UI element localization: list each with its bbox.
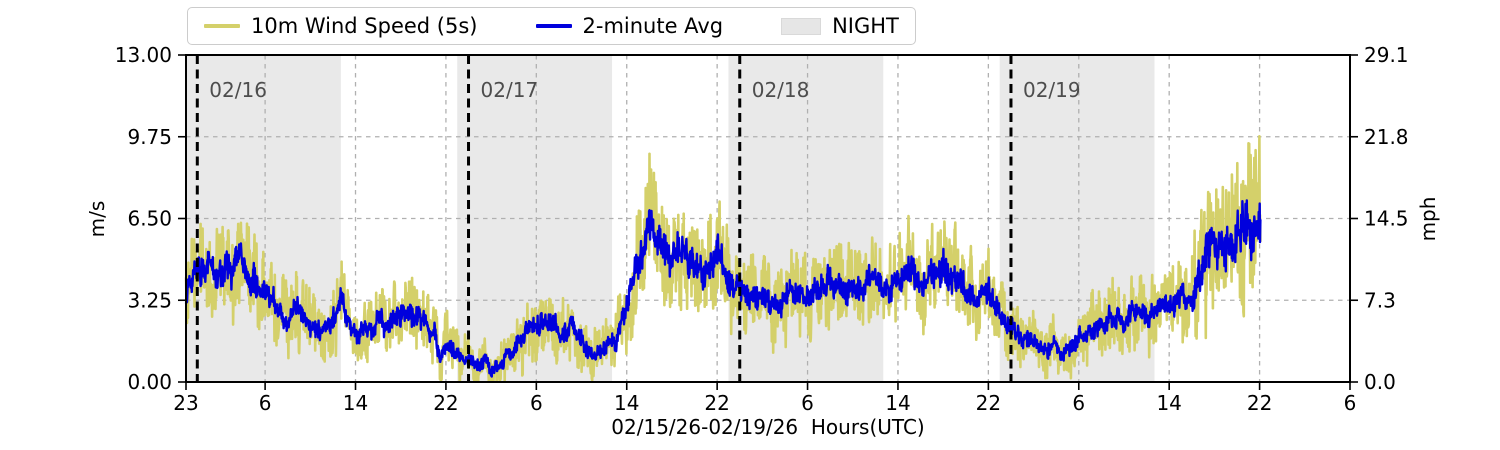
x-tick-label: 14 <box>885 391 910 415</box>
left-y-tick-label: 3.25 <box>127 288 172 312</box>
tick-labels-group: 23 6 14 22 6 14 22 6 14 22 6 14 22 6 0.00 0.0 3.25 7.3 6.5… <box>115 43 1409 415</box>
x-tick-label: 22 <box>1247 391 1272 415</box>
x-tick-label: 22 <box>704 391 729 415</box>
chart-legend: 10m Wind Speed (5s) 2-minute Avg NIGHT <box>187 7 916 45</box>
legend-label-raw: 10m Wind Speed (5s) <box>251 14 478 38</box>
x-tick-label: 6 <box>1072 391 1085 415</box>
x-tick-label: 14 <box>1156 391 1181 415</box>
night-patch-swatch <box>781 17 822 35</box>
x-tick-label: 6 <box>530 391 543 415</box>
legend-item-night: NIGHT <box>781 14 899 38</box>
day-boundary-label: 02/17 <box>481 78 539 102</box>
x-tick-label: 6 <box>1344 391 1357 415</box>
right-y-tick-label: 29.1 <box>1364 43 1409 67</box>
legend-item-avg: 2-minute Avg <box>535 14 724 38</box>
left-y-tick-label: 13.00 <box>115 43 172 67</box>
x-tick-label: 22 <box>976 391 1001 415</box>
avg-series-line-swatch <box>535 24 572 28</box>
y-axis-label-left: m/s <box>85 200 109 238</box>
left-y-tick-label: 9.75 <box>127 125 172 149</box>
night-region <box>728 55 884 382</box>
left-y-tick-label: 0.00 <box>127 370 172 394</box>
right-y-tick-label: 7.3 <box>1364 288 1396 312</box>
raw-wind-speed-line <box>184 135 1262 383</box>
day-boundary-group: 02/16 02/17 02/18 02/19 <box>195 55 1081 382</box>
x-tick-label: 14 <box>614 391 639 415</box>
raw-series-line-swatch <box>204 24 240 28</box>
y-axis-label-right: mph <box>1416 196 1440 242</box>
right-y-tick-label: 0.0 <box>1364 370 1396 394</box>
avg-wind-speed-line <box>184 199 1262 378</box>
series-group <box>184 135 1262 383</box>
x-tick-label: 6 <box>259 391 272 415</box>
legend-item-raw: 10m Wind Speed (5s) <box>204 14 478 38</box>
legend-label-night: NIGHT <box>832 14 899 38</box>
day-boundary-label: 02/18 <box>752 78 810 102</box>
legend-label-avg: 2-minute Avg <box>582 14 724 38</box>
day-boundary-label: 02/19 <box>1023 78 1081 102</box>
left-y-tick-label: 6.50 <box>127 207 172 231</box>
plot-frame <box>185 54 1351 383</box>
right-y-tick-label: 14.5 <box>1364 207 1409 231</box>
day-boundary-label: 02/16 <box>209 78 267 102</box>
right-y-tick-label: 21.8 <box>1364 125 1409 149</box>
x-tick-label: 6 <box>801 391 814 415</box>
tick-marks-group <box>178 54 1358 390</box>
x-axis-label: 02/15/26-02/19/26 Hours(UTC) <box>611 415 925 439</box>
x-tick-label: 14 <box>343 391 368 415</box>
x-tick-label: 23 <box>173 391 198 415</box>
x-tick-label: 22 <box>433 391 458 415</box>
